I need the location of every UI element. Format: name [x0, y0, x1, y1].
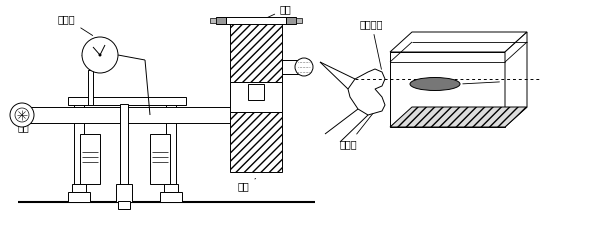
Bar	[248, 84, 264, 100]
Text: 百分表: 百分表	[58, 14, 92, 35]
Bar	[286, 17, 296, 24]
Bar	[68, 97, 186, 105]
Polygon shape	[390, 32, 527, 52]
Bar	[216, 17, 226, 24]
Bar	[282, 60, 300, 74]
Bar	[164, 184, 178, 192]
Bar	[230, 22, 282, 82]
Bar	[166, 104, 176, 184]
Text: 啮合面: 啮合面	[340, 109, 376, 149]
Bar	[25, 107, 245, 123]
Bar	[88, 70, 93, 105]
Bar	[230, 82, 282, 112]
Bar	[118, 201, 130, 209]
Polygon shape	[505, 32, 527, 127]
Bar	[296, 18, 302, 23]
Circle shape	[82, 37, 118, 73]
Polygon shape	[390, 52, 505, 127]
Bar	[80, 134, 100, 184]
Circle shape	[295, 58, 313, 76]
Bar	[74, 104, 84, 184]
Bar	[150, 134, 170, 184]
Bar	[160, 192, 182, 202]
Bar	[226, 17, 286, 24]
Text: 量值: 量值	[18, 122, 30, 132]
Circle shape	[98, 54, 102, 57]
Circle shape	[10, 103, 34, 127]
Text: 圆规: 圆规	[264, 4, 292, 19]
Polygon shape	[17, 105, 27, 125]
Bar	[72, 184, 86, 192]
Bar	[230, 112, 282, 172]
Circle shape	[15, 108, 29, 122]
Text: 齿轮: 齿轮	[238, 178, 255, 191]
Bar	[68, 192, 90, 202]
Text: 啮合中线: 啮合中线	[360, 19, 384, 69]
Text: 接触斑点: 接触斑点	[463, 76, 528, 86]
Bar	[120, 104, 128, 184]
Bar	[210, 18, 216, 23]
Polygon shape	[348, 69, 385, 115]
Polygon shape	[390, 107, 527, 127]
Bar	[116, 184, 132, 202]
Ellipse shape	[410, 77, 460, 91]
